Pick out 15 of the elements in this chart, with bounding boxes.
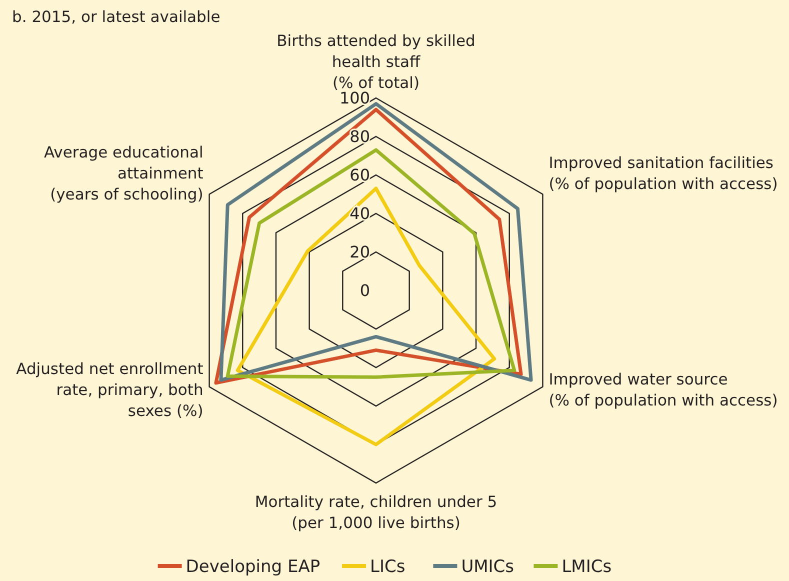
spoke-label: Improved water source (% of population with access) — [548, 370, 778, 410]
legend-label: Developing EAP — [186, 556, 320, 577]
y-tick-label: 80 — [350, 127, 370, 146]
legend-label: UMICs — [461, 556, 514, 577]
legend-label: LMICs — [562, 556, 612, 577]
spoke-label: Adjusted net enrollment rate, primary, both sexes (%) — [16, 360, 204, 420]
y-tick-label: 0 — [360, 281, 370, 300]
chart-title: b. 2015, or latest available — [12, 8, 220, 26]
spoke-label: Average educational attainment (years of schooling) — [44, 143, 204, 204]
spoke-label: Mortality rate, children under 5 (per 1,000 live births) — [254, 493, 498, 532]
y-tick-label: 40 — [350, 204, 370, 223]
legend-label: LICs — [370, 556, 406, 577]
y-tick-label: 20 — [350, 242, 370, 262]
spoke-label: Improved sanitation facilities (% of population with access) — [548, 154, 778, 193]
y-tick-label: 60 — [350, 166, 370, 184]
